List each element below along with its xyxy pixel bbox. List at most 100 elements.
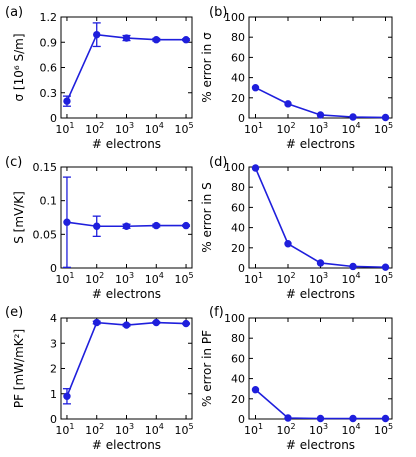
y-tick-label: 0.15 [33,161,58,174]
x-tick-label: 104 [145,121,164,136]
x-tick-label: 102 [276,121,295,136]
data-point [182,221,190,230]
y-tick-label: 80 [231,181,245,194]
y-tick-label: 1 [50,388,57,401]
x-tick-label: 102 [276,422,295,437]
y-tick-label: 40 [231,222,245,235]
data-point [316,414,325,423]
y-tick-label: 40 [231,72,245,85]
y-tick-label: 80 [231,31,245,44]
x-tick-label: 104 [341,422,360,437]
y-tick-label: 40 [231,373,245,386]
data-point [284,100,292,108]
data-point [284,414,292,422]
y-tick-label: 1.2 [40,11,58,24]
panel-e: 0 1 2 3 4 101 102 103 104 105 # electrons PF [mW/mK… [5,305,194,452]
data-point [152,318,160,327]
data-point [182,36,190,44]
y-tick-label: 4 [50,312,57,325]
x-tick-label: 102 [276,271,295,286]
data-point [152,221,160,230]
data-point [122,34,131,42]
x-tick-label: 104 [341,271,360,286]
data-point [63,97,71,105]
data-point [182,319,190,328]
y-tick-label: 0 [238,262,245,275]
y-axis-label: PF [mW/mK²] [12,329,26,408]
axes-frame [248,16,393,119]
axes-frame [60,166,193,269]
x-tick-label: 103 [309,121,328,136]
data-point [349,262,357,271]
data-point [63,218,71,226]
data-point [122,321,131,329]
data-point [381,113,390,122]
x-axis-label: # electrons [286,137,355,151]
data-point [251,84,260,92]
x-tick-label: 101 [55,121,74,136]
y-tick-label: 100 [224,161,245,174]
y-tick-label: 0.6 [40,62,58,75]
data-point [122,222,131,230]
panel-a: 0 0.3 0.6 0.9 1.2 101 102 103 104 105 # electrons σ… [5,5,194,151]
x-tick-label: 104 [341,121,360,136]
panel-label: (c) [5,155,22,170]
panel-label: (b) [209,5,227,20]
x-tick-label: 105 [374,422,393,437]
panel-b: 0 20 40 60 80 100 101 102 103 104 105 # electrons % … [200,5,393,151]
series-line [66,321,187,397]
y-tick-label: 60 [231,51,245,64]
data-point [284,240,292,248]
data-point [93,318,101,327]
x-tick-label: 103 [115,422,134,437]
data-point [93,222,101,230]
y-tick-label: 0.3 [40,87,58,100]
x-tick-label: 101 [55,271,74,286]
x-tick-label: 105 [174,121,193,136]
x-tick-label: 101 [244,422,263,437]
y-axis-label: σ [10⁶ S/m] [12,33,26,101]
y-tick-label: 20 [231,242,245,255]
x-axis-label: # electrons [92,287,161,301]
y-tick-label: 0 [50,413,57,426]
x-tick-label: 103 [309,422,328,437]
panel-c: 0 0.05 0.1 0.15 101 102 103 104 105 # electrons S … [5,155,194,301]
y-tick-label: 100 [224,312,245,325]
series-line [66,33,187,102]
data-point [251,386,260,394]
x-tick-label: 105 [374,271,393,286]
axes-frame [248,166,393,269]
data-point [93,30,101,39]
data-point [316,111,325,119]
x-tick-label: 105 [174,422,193,437]
y-tick-label: 0.9 [40,36,58,49]
x-tick-label: 103 [115,121,134,136]
series-line [254,167,386,268]
data-point [251,164,260,172]
y-tick-label: 60 [231,201,245,214]
x-tick-label: 102 [85,271,104,286]
panel-label: (f) [209,305,224,320]
y-tick-label: 100 [224,11,245,24]
axes-frame [248,317,393,420]
data-point [316,259,325,267]
x-tick-label: 105 [374,121,393,136]
x-tick-label: 103 [115,271,134,286]
y-tick-label: 3 [50,337,57,350]
x-tick-label: 101 [55,422,74,437]
y-tick-label: 0.1 [40,195,58,208]
data-point [349,414,357,423]
x-tick-label: 104 [145,422,164,437]
axes-frame [60,317,193,420]
y-tick-label: 0 [50,112,57,125]
panel-d: 0 20 40 60 80 100 101 102 103 104 105 # electrons % … [200,155,393,301]
data-point [349,113,357,121]
series-line [254,389,386,420]
y-axis-label: % error in PF [200,330,214,407]
y-tick-label: 60 [231,352,245,365]
panel-label: (d) [209,155,227,170]
y-tick-label: 80 [231,332,245,345]
y-tick-label: 20 [231,393,245,406]
y-tick-label: 0 [50,262,57,275]
